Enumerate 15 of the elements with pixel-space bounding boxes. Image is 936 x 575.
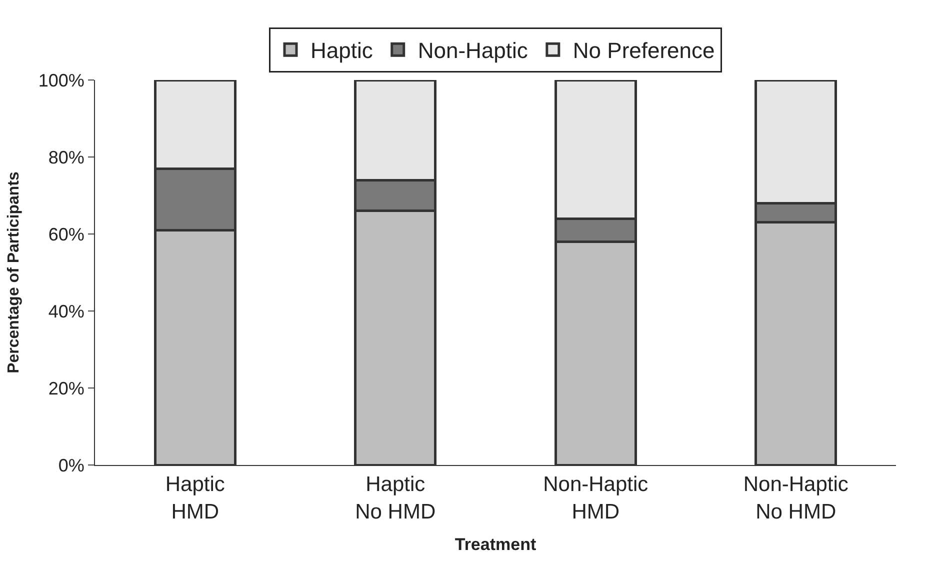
y-tick-label: 40% <box>48 301 84 322</box>
y-tick-label: 80% <box>48 147 84 168</box>
y-tick-label: 60% <box>48 224 84 244</box>
legend-label: No Preference <box>572 38 715 64</box>
x-axis-title: Treatment <box>454 534 536 554</box>
y-axis-title: Percentage of Participants <box>5 171 22 374</box>
x-tick-label: Non-Haptic No HMD <box>743 473 848 524</box>
legend-label: Haptic <box>310 38 373 64</box>
legend-label: Non-Haptic <box>418 38 528 64</box>
y-tick-label: 20% <box>48 378 84 398</box>
y-tick-label: 0% <box>58 455 84 476</box>
y-tick-label: 100% <box>38 70 84 90</box>
x-tick-label: Haptic No HMD <box>355 473 436 524</box>
x-tick-label: Non-Haptic HMD <box>543 473 648 524</box>
x-tick-label: Haptic HMD <box>165 473 225 524</box>
